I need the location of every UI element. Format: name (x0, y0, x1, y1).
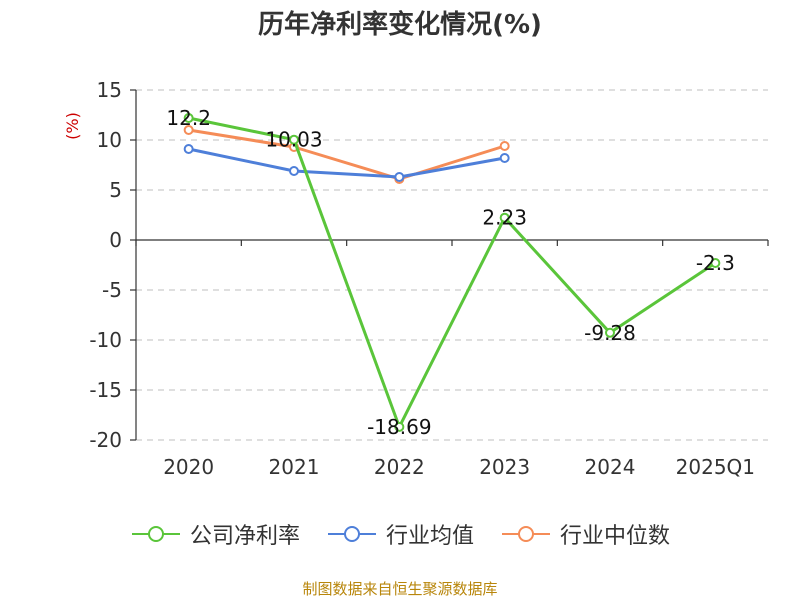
x-tick-label: 2022 (374, 455, 425, 479)
data-point (183, 113, 194, 123)
data-label: -2.3 (696, 251, 735, 275)
axes: 15 10 5 0 -5 -10 -15 -20 2020 2021 2022 2023 2024 202… (63, 78, 769, 479)
x-tick-label: 2020 (163, 455, 214, 479)
chart-title: 历年净利率变化情况(%) (258, 10, 542, 40)
series-line (188, 147, 505, 179)
y-tick-label: -10 (89, 328, 122, 352)
legend: 公司净利率 行业均值 行业中位数 (0, 518, 800, 550)
y-tick-label: 15 (97, 78, 122, 102)
legend-label-company: 公司净利率 (189, 524, 300, 549)
data-point (499, 141, 510, 151)
series-lines (183, 113, 721, 432)
series-line (188, 128, 506, 181)
y-tick-label: 0 (109, 228, 122, 252)
data-label: -9.28 (584, 321, 636, 345)
line-chart: 15 10 5 0 -5 -10 -15 -20 2020 2021 2022 2023 2024 202… (63, 78, 769, 479)
data-point (289, 134, 299, 145)
source-note: 制图数据来自恒生聚源数据库 (302, 580, 498, 598)
legend-item-industry-median[interactable]: 行业中位数 (500, 518, 670, 550)
grid-lines (136, 89, 768, 441)
data-point (183, 144, 194, 154)
y-tick-label: -15 (89, 378, 122, 402)
legend-label-industry-median: 行业中位数 (560, 524, 671, 549)
data-point (394, 172, 405, 182)
data-point (605, 327, 615, 338)
y-tick-label: -5 (102, 278, 122, 302)
x-tick-label: 2025Q1 (676, 455, 755, 479)
legend-item-company[interactable]: 公司净利率 (130, 518, 300, 550)
data-point (183, 125, 194, 135)
data-point (499, 212, 510, 223)
data-label: 10.03 (265, 128, 322, 152)
series-line (188, 116, 717, 429)
legend-label-industry-mean: 行业均值 (385, 524, 474, 549)
x-tick-label: 2023 (479, 455, 530, 479)
data-point (289, 166, 299, 176)
data-label: -18.69 (367, 415, 431, 439)
data-point (499, 153, 510, 163)
data-labels: 12.2 10.03 -18.69 2.23 -9.28 -2.3 (166, 106, 734, 439)
y-tick-label: 5 (109, 178, 122, 202)
legend-item-industry-mean[interactable]: 行业均值 (326, 518, 474, 550)
x-tick-label: 2024 (585, 455, 636, 479)
legend-marker-industry-mean (327, 526, 376, 542)
data-point (394, 421, 405, 432)
data-point (710, 258, 721, 268)
legend-marker-company (131, 526, 180, 542)
y-axis-title: (%) (63, 112, 82, 140)
y-tick-label: 10 (97, 128, 122, 152)
data-label: 12.2 (166, 106, 211, 130)
y-tick-label: -20 (89, 428, 122, 452)
data-label: 2.23 (482, 206, 527, 230)
legend-marker-industry-median (502, 526, 550, 542)
x-tick-label: 2021 (269, 455, 320, 479)
